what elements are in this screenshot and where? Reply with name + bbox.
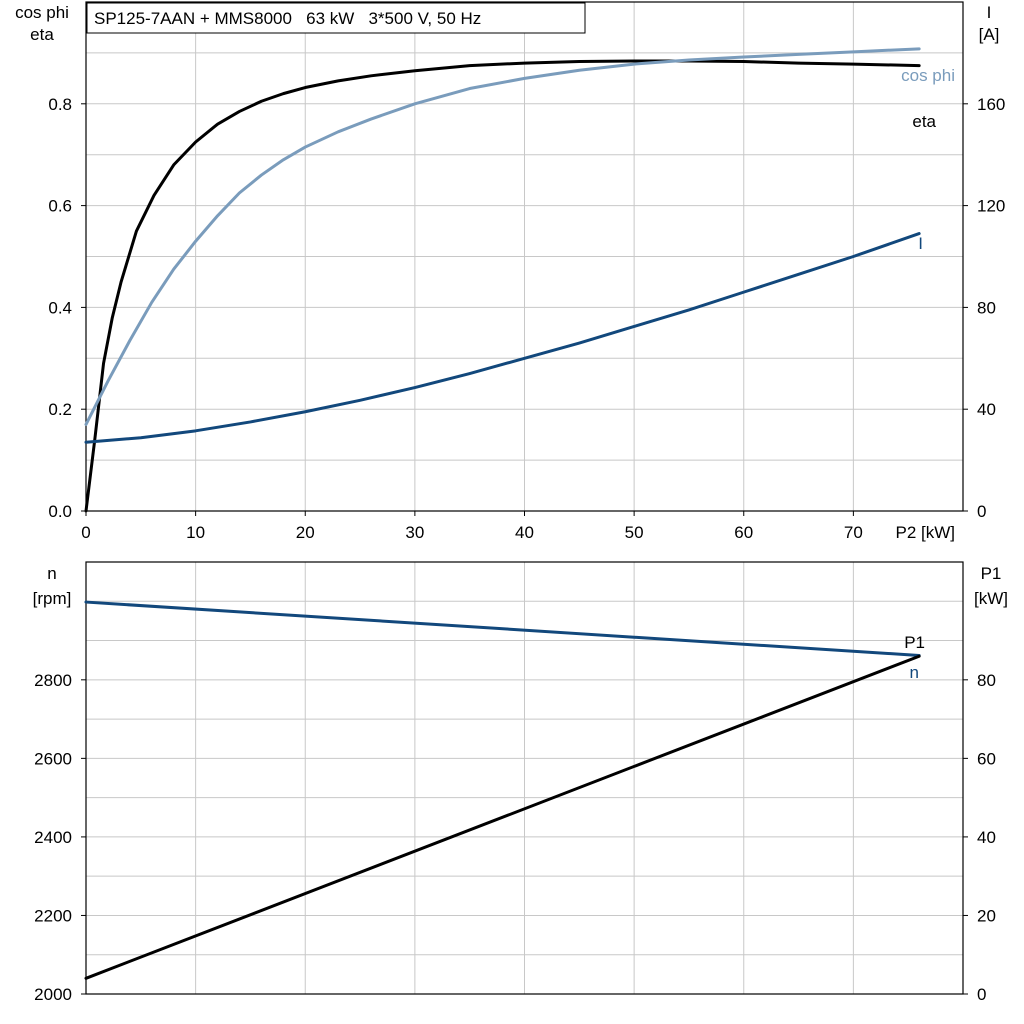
x-tick-label: 0 — [81, 523, 90, 542]
right-tick-label: 0 — [977, 502, 986, 521]
series-line-p1 — [84, 654, 921, 980]
top-right-axis-label-line2: [A] — [979, 25, 1000, 44]
x-tick-label: 10 — [186, 523, 205, 542]
left-tick-label: 2600 — [34, 749, 72, 768]
x-tick-label: 70 — [844, 523, 863, 542]
bottom-right-axis-label-line2: [kW] — [974, 589, 1008, 608]
bottom-chart: n [rpm] P1 [kW] 2000 2200 2400 2600 2800 0 20 4… — [33, 561, 1008, 1004]
left-tick-label: 2800 — [34, 671, 72, 690]
x-tick-label: 30 — [405, 523, 424, 542]
bottom-left-axis-label-line1: n — [47, 564, 56, 583]
right-tick-label: 60 — [977, 749, 996, 768]
x-tick-label: 40 — [515, 523, 534, 542]
bottom-chart-series — [84, 600, 921, 980]
series-label-current: I — [918, 234, 923, 253]
series-label-cos-phi: cos phi — [901, 66, 955, 85]
top-chart-title: SP125-7AAN + MMS8000 63 kW 3*500 V, 50 H… — [94, 9, 481, 28]
right-tick-label: 160 — [977, 95, 1005, 114]
bottom-chart-grid — [86, 562, 963, 994]
left-tick-label: 0.4 — [48, 298, 72, 317]
top-left-axis-label-line2: eta — [30, 25, 54, 44]
left-tick-label: 0.2 — [48, 400, 72, 419]
bottom-chart-frame — [85, 561, 964, 995]
top-right-axis-label-line1: I — [987, 3, 992, 22]
series-line-i — [84, 232, 921, 444]
right-tick-label: 80 — [977, 671, 996, 690]
series-label-p1: P1 — [904, 633, 925, 652]
top-chart-title-box: SP125-7AAN + MMS8000 63 kW 3*500 V, 50 H… — [86, 2, 586, 34]
left-tick-label: 0.8 — [48, 95, 72, 114]
top-left-axis-label-line1: cos phi — [15, 3, 69, 22]
top-chart: SP125-7AAN + MMS8000 63 kW 3*500 V, 50 H… — [15, 1, 1005, 542]
left-tick-label: 0.0 — [48, 502, 72, 521]
bottom-left-axis-label-line2: [rpm] — [33, 589, 72, 608]
top-chart-grid — [86, 2, 963, 511]
right-tick-label: 0 — [977, 985, 986, 1004]
right-tick-label: 120 — [977, 197, 1005, 216]
x-tick-label: 50 — [625, 523, 644, 542]
left-tick-label: 2000 — [34, 985, 72, 1004]
bottom-chart-ticks: 2000 2200 2400 2600 2800 0 20 40 60 80 — [34, 671, 996, 1004]
x-tick-label: 60 — [734, 523, 753, 542]
series-line-cos-phi — [84, 47, 921, 426]
right-tick-label: 80 — [977, 298, 996, 317]
bottom-right-axis-label-line1: P1 — [981, 564, 1002, 583]
top-chart-series — [84, 47, 921, 513]
top-left-axis-label: cos phi eta — [15, 3, 69, 44]
bottom-left-axis-label: n [rpm] — [33, 564, 72, 608]
x-tick-label: 20 — [296, 523, 315, 542]
series-label-speed: n — [910, 663, 919, 682]
left-tick-label: 0.6 — [48, 197, 72, 216]
right-tick-label: 40 — [977, 400, 996, 419]
top-right-axis-label: I [A] — [979, 3, 1000, 44]
top-x-axis-label: P2 [kW] — [895, 523, 955, 542]
series-line-n — [84, 600, 921, 657]
right-tick-label: 40 — [977, 828, 996, 847]
left-tick-label: 2200 — [34, 906, 72, 925]
right-tick-label: 20 — [977, 906, 996, 925]
series-line-eta — [84, 59, 921, 513]
top-chart-ticks: 0.0 0.2 0.4 0.6 0.8 0 40 80 120 160 0 10 20 30 40 50 60 7… — [48, 95, 1005, 542]
left-tick-label: 2400 — [34, 828, 72, 847]
bottom-right-axis-label: P1 [kW] — [974, 564, 1008, 608]
series-label-eta: eta — [912, 112, 936, 131]
